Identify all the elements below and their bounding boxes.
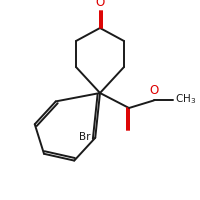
Text: O: O (149, 84, 159, 97)
Text: Br: Br (79, 132, 90, 142)
Text: O: O (95, 0, 105, 9)
Text: CH$_3$: CH$_3$ (175, 93, 197, 106)
